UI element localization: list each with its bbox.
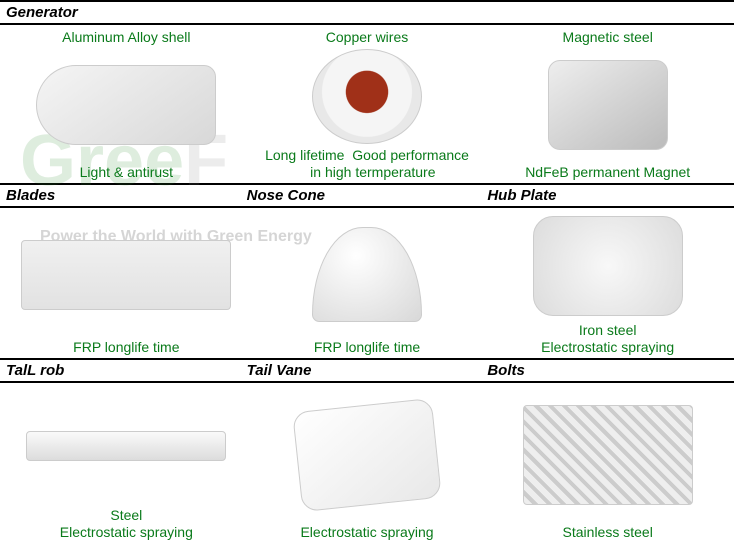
cell-aluminum-shell: Aluminum Alloy shell Light & antirust xyxy=(6,29,247,181)
image-stator xyxy=(251,47,484,145)
bolts-icon xyxy=(523,405,693,505)
label-aluminum-shell: Aluminum Alloy shell xyxy=(62,29,190,45)
cell-hub-plate: Iron steel Electrostatic spraying xyxy=(487,212,728,356)
cell-tail-rob: Steel Electrostatic spraying xyxy=(6,387,247,541)
image-nose-cone xyxy=(251,212,484,337)
image-tail-rob xyxy=(10,387,243,505)
desc-frp-blades: FRP longlife time xyxy=(73,339,179,356)
generator-icon xyxy=(36,65,216,145)
stator-icon xyxy=(312,49,422,144)
label-magnetic-steel: Magnetic steel xyxy=(563,29,653,45)
magnet-icon xyxy=(548,60,668,150)
nose-cone-icon xyxy=(312,227,422,322)
section-row-generator: Aluminum Alloy shell Light & antirust Co… xyxy=(0,25,734,183)
image-bolts xyxy=(491,387,724,522)
header-bolts: Bolts xyxy=(487,362,728,379)
section-row-blades: FRP longlife time FRP longlife time Iron… xyxy=(0,208,734,358)
desc-light-antirust: Light & antirust xyxy=(80,164,173,181)
desc-electro-spray: Electrostatic spraying xyxy=(300,524,433,541)
section-header-blades: Blades Nose Cone Hub Plate xyxy=(0,183,734,208)
tail-rob-icon xyxy=(26,431,226,461)
cell-nose-cone: FRP longlife time xyxy=(247,212,488,356)
image-tail-vane xyxy=(251,387,484,522)
desc-stainless: Stainless steel xyxy=(563,524,653,541)
desc-long-lifetime: Long lifetime Good performance in high t… xyxy=(265,147,469,181)
image-generator xyxy=(10,47,243,162)
desc-ndfeb: NdFeB permanent Magnet xyxy=(525,164,690,181)
header-tail-rob: TalL rob xyxy=(6,362,247,379)
header-hub-plate: Hub Plate xyxy=(487,187,728,204)
header-empty xyxy=(247,4,488,21)
section-header-tail: TalL rob Tail Vane Bolts xyxy=(0,358,734,383)
header-blades: Blades xyxy=(6,187,247,204)
image-magnet xyxy=(491,47,724,162)
tail-vane-icon xyxy=(292,398,442,512)
section-row-tail: Steel Electrostatic spraying Electrostat… xyxy=(0,383,734,543)
hub-plate-icon xyxy=(533,216,683,316)
header-empty xyxy=(487,4,728,21)
desc-frp-cone: FRP longlife time xyxy=(314,339,420,356)
desc-steel-spray: Steel Electrostatic spraying xyxy=(60,507,193,541)
label-copper-wires: Copper wires xyxy=(326,29,408,45)
cell-tail-vane: Electrostatic spraying xyxy=(247,387,488,541)
cell-blades: FRP longlife time xyxy=(6,212,247,356)
header-generator: Generator xyxy=(6,4,247,21)
header-tail-vane: Tail Vane xyxy=(247,362,488,379)
cell-bolts: Stainless steel xyxy=(487,387,728,541)
desc-iron-steel: Iron steel Electrostatic spraying xyxy=(541,322,674,356)
cell-copper-wires: Copper wires Long lifetime Good performa… xyxy=(247,29,488,181)
section-header-generator: Generator xyxy=(0,0,734,25)
image-hub-plate xyxy=(491,212,724,320)
image-blades xyxy=(10,212,243,337)
cell-magnetic-steel: Magnetic steel NdFeB permanent Magnet xyxy=(487,29,728,181)
blades-icon xyxy=(21,240,231,310)
header-nose-cone: Nose Cone xyxy=(247,187,488,204)
